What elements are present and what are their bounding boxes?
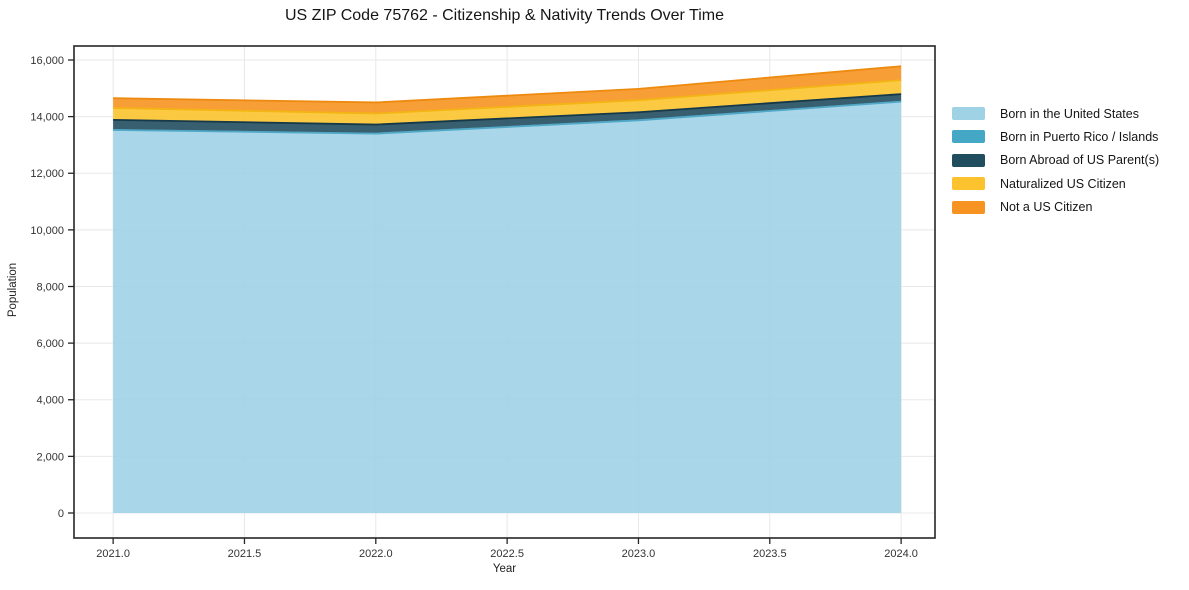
x-tick-label: 2023.5	[753, 548, 787, 560]
area-0	[113, 101, 902, 513]
chart-title: US ZIP Code 75762 - Citizenship & Nativi…	[285, 7, 724, 24]
legend-swatch	[952, 107, 985, 120]
plot-border	[73, 45, 936, 539]
legend-item: Naturalized US Citizen	[952, 176, 1159, 191]
legend-item: Born Abroad of US Parent(s)	[952, 153, 1160, 168]
y-tick-label: 16,000	[30, 55, 64, 67]
legend-label: Born in the United States	[1000, 106, 1139, 121]
legend-swatch	[952, 177, 985, 191]
area-series	[113, 66, 902, 513]
x-tick-label: 2021.0	[96, 548, 130, 560]
y-tick-label: 10,000	[30, 225, 64, 237]
area-edges	[113, 65, 902, 135]
legend-label: Born in Puerto Rico / Islands	[1000, 129, 1159, 144]
legend-item: Born in Puerto Rico / Islands	[952, 129, 1159, 144]
legend-label: Born Abroad of US Parent(s)	[1000, 153, 1160, 168]
x-tick-label: 2021.5	[228, 548, 262, 560]
legend: Born in the United States Born in Puerto …	[952, 107, 1159, 224]
legend-item: Not a US Citizen	[952, 200, 1159, 215]
x-tick-label: 2022.5	[490, 548, 524, 560]
tick-labels: 2021.0 2021.5 2022.0 2022.5 2023.0 2023.5 2024…	[30, 55, 918, 560]
legend-item: Born in the United States	[952, 106, 1159, 121]
ticks	[68, 59, 902, 544]
y-axis-label: Population	[7, 262, 19, 318]
legend-label: Not a US Citizen	[1000, 200, 1093, 215]
y-tick-label: 8,000	[36, 281, 64, 293]
y-tick-label: 2,000	[36, 451, 64, 463]
y-tick-label: 0	[58, 508, 64, 520]
x-tick-label: 2023.0	[622, 548, 656, 560]
y-tick-label: 6,000	[36, 338, 64, 350]
y-tick-label: 14,000	[30, 112, 64, 124]
legend-label: Naturalized US Citizen	[1000, 176, 1126, 191]
y-tick-label: 12,000	[30, 168, 64, 180]
x-tick-label: 2022.0	[359, 548, 393, 560]
y-tick-label: 4,000	[36, 395, 64, 407]
x-axis-label: Year	[492, 563, 517, 575]
area-3	[113, 80, 902, 125]
x-tick-label: 2024.0	[884, 548, 918, 560]
legend-swatch	[952, 153, 985, 167]
legend-swatch	[952, 200, 985, 214]
legend-swatch	[952, 130, 985, 144]
